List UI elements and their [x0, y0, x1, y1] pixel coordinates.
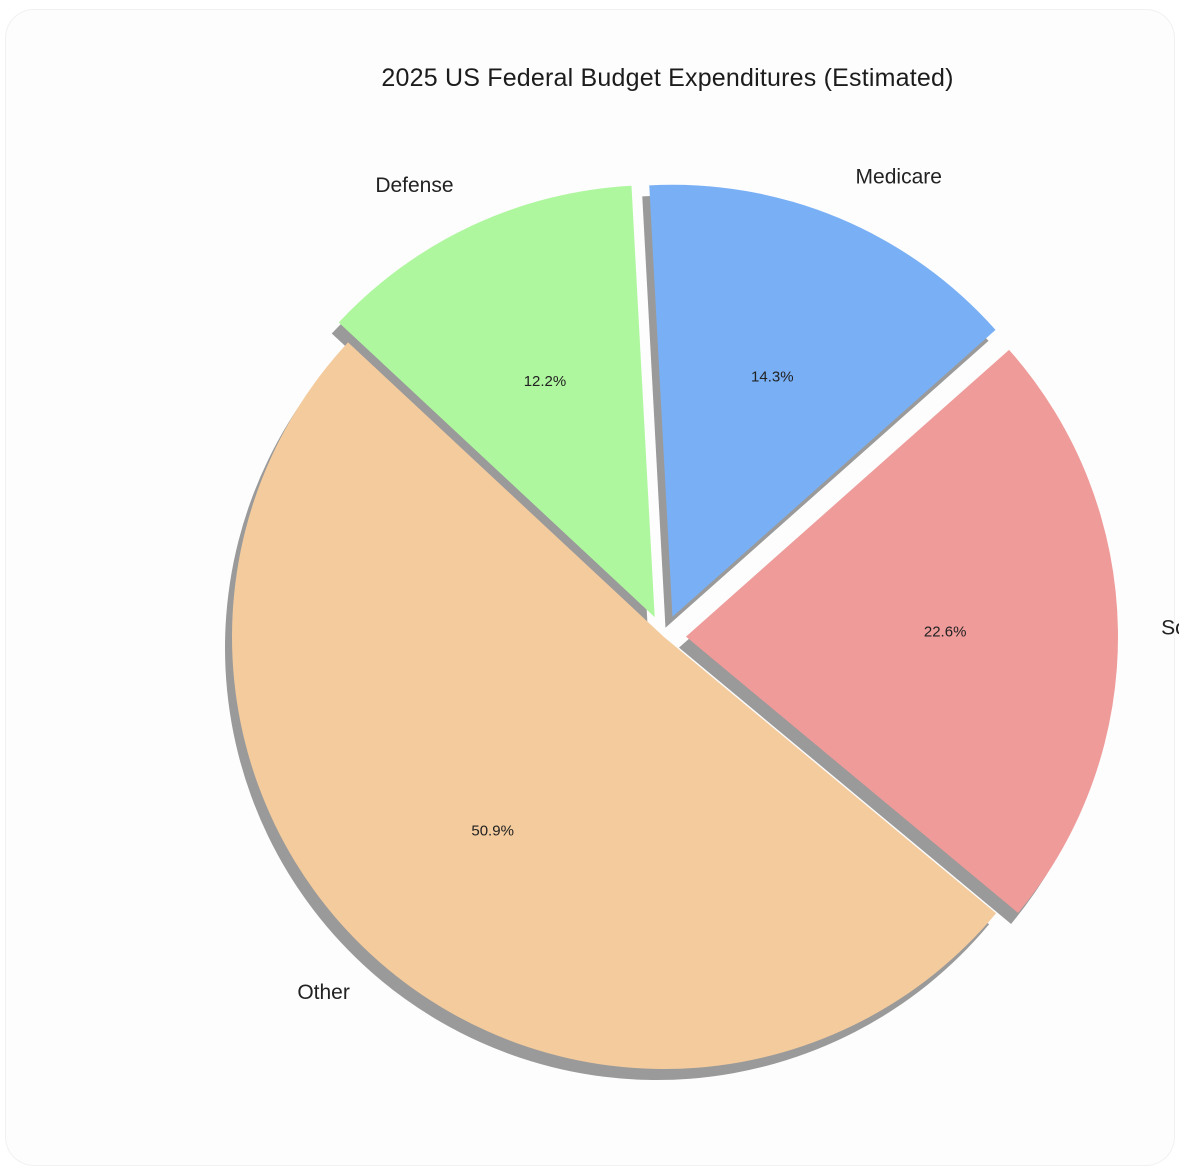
- slice-label-defense: Defense: [375, 174, 453, 197]
- pie-slice-medicare: [649, 184, 996, 617]
- pct-label-other: 50.9%: [471, 822, 514, 839]
- pie-labels: 50.9% Other 22.6% Social Security 14.3% Medic…: [297, 166, 1179, 1004]
- slice-label-other: Other: [297, 981, 350, 1004]
- pie-slice-social-security: [685, 349, 1118, 913]
- chart-title: 2025 US Federal Budget Expenditures (Est…: [381, 64, 954, 92]
- slice-label-social-security: Social Security: [1161, 617, 1179, 640]
- pie-slices: [232, 184, 1118, 1069]
- slice-label-medicare: Medicare: [856, 166, 942, 189]
- pct-label-defense: 12.2%: [524, 373, 567, 390]
- pct-label-medicare: 14.3%: [751, 368, 794, 385]
- pie-slice-defense: [338, 185, 655, 618]
- pct-label-social-security: 22.6%: [924, 623, 967, 640]
- pie-slice-other: [232, 342, 997, 1069]
